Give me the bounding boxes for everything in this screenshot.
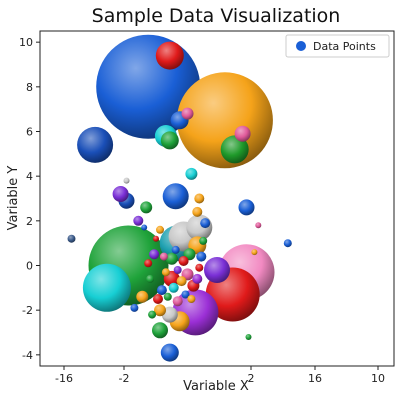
y-tick-label: 0 bbox=[26, 260, 33, 273]
data-point bbox=[181, 290, 190, 299]
data-point bbox=[152, 322, 168, 339]
x-tick-label: -16 bbox=[55, 372, 73, 385]
y-tick-label: -2 bbox=[22, 304, 33, 317]
data-point bbox=[123, 177, 130, 184]
legend-label: Data Points bbox=[313, 40, 376, 53]
x-tick-label: -2 bbox=[119, 372, 130, 385]
data-point bbox=[82, 263, 131, 312]
data-point bbox=[154, 304, 166, 317]
y-axis-title: Variable Y bbox=[6, 166, 21, 231]
data-point bbox=[161, 268, 170, 277]
data-point bbox=[176, 72, 273, 169]
data-point bbox=[136, 290, 149, 303]
data-point bbox=[181, 107, 194, 120]
data-point bbox=[162, 183, 189, 210]
plot-area bbox=[67, 34, 292, 362]
x-tick-label: 2 bbox=[248, 372, 255, 385]
data-point bbox=[283, 239, 292, 248]
y-axis-ticks: -4 -2 0 2 4 6 8 10 bbox=[19, 36, 40, 362]
data-point bbox=[130, 303, 139, 312]
data-point bbox=[194, 193, 205, 204]
data-point bbox=[149, 249, 160, 260]
data-point bbox=[163, 292, 172, 301]
data-point bbox=[155, 41, 184, 70]
data-point bbox=[195, 263, 204, 272]
data-point bbox=[187, 295, 196, 303]
data-point bbox=[200, 218, 211, 229]
x-axis-ticks: -16 -2 2 16 10 bbox=[55, 366, 385, 385]
chart-title: Sample Data Visualization bbox=[92, 5, 341, 27]
data-point bbox=[77, 126, 114, 163]
x-tick-label: 10 bbox=[371, 372, 385, 385]
y-tick-label: 10 bbox=[19, 36, 33, 49]
data-point bbox=[153, 235, 159, 242]
data-point bbox=[196, 251, 207, 262]
data-point bbox=[251, 249, 258, 256]
y-tick-label: 6 bbox=[26, 126, 33, 139]
data-point bbox=[199, 236, 208, 245]
data-point bbox=[185, 167, 198, 180]
data-point bbox=[112, 186, 129, 202]
data-point bbox=[159, 252, 168, 261]
y-tick-label: 2 bbox=[26, 215, 33, 228]
legend: Data Points bbox=[285, 34, 390, 58]
data-point bbox=[171, 245, 180, 254]
data-point bbox=[204, 257, 230, 283]
legend-box bbox=[285, 34, 390, 58]
data-point bbox=[153, 294, 163, 304]
x-tick-label: 16 bbox=[308, 372, 322, 385]
data-point bbox=[156, 285, 167, 296]
plot-frame bbox=[39, 30, 395, 367]
data-point bbox=[156, 225, 164, 234]
data-point bbox=[192, 273, 203, 284]
legend-marker bbox=[296, 41, 306, 51]
data-point bbox=[178, 256, 189, 266]
data-point bbox=[173, 266, 182, 274]
data-point bbox=[172, 296, 183, 307]
data-point bbox=[238, 199, 255, 216]
data-point bbox=[186, 214, 213, 241]
data-point bbox=[245, 334, 252, 340]
data-point bbox=[176, 276, 187, 287]
data-point bbox=[141, 224, 148, 231]
data-point bbox=[192, 206, 203, 217]
data-point bbox=[255, 222, 262, 229]
data-point bbox=[133, 215, 144, 226]
data-point bbox=[67, 234, 76, 243]
data-point bbox=[148, 310, 157, 319]
data-point bbox=[234, 125, 251, 142]
y-tick-label: 8 bbox=[26, 81, 33, 94]
y-tick-label: 4 bbox=[26, 170, 33, 183]
y-tick-label: -4 bbox=[22, 349, 33, 362]
data-point bbox=[165, 252, 178, 265]
data-point bbox=[160, 343, 179, 362]
data-point bbox=[140, 201, 153, 214]
data-point bbox=[220, 135, 249, 164]
data-point bbox=[168, 282, 179, 293]
data-point bbox=[160, 131, 179, 150]
data-point bbox=[146, 274, 155, 283]
x-axis-title: Variable X bbox=[183, 379, 249, 394]
data-point bbox=[144, 259, 153, 268]
